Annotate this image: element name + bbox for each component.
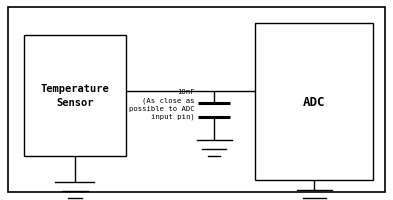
Text: Temperature
Sensor: Temperature Sensor xyxy=(40,84,109,108)
Text: ADC: ADC xyxy=(303,96,326,108)
Bar xyxy=(24,36,126,156)
Bar xyxy=(255,24,373,180)
Text: 10nF
(As close as
possible to ADC
input pin): 10nF (As close as possible to ADC input … xyxy=(129,89,195,119)
